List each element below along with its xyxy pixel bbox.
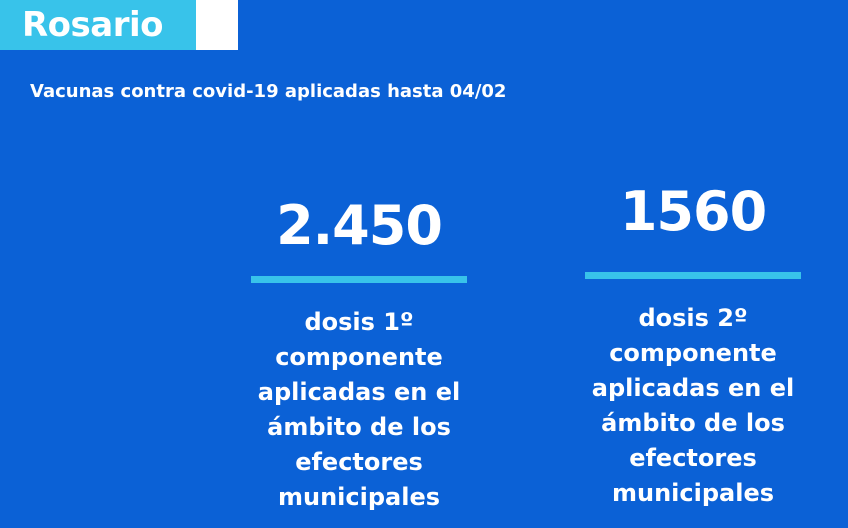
stat-value: 1560	[619, 180, 767, 243]
city-tag: Rosario	[0, 0, 196, 50]
stat-description: dosis 1º componente aplicadas en el ámbi…	[257, 308, 461, 511]
stat-description: dosis 2º componente aplicadas en el ámbi…	[591, 304, 795, 507]
city-name: Rosario	[22, 5, 164, 45]
stat-first-dose: 2.450 dosis 1º componente aplicadas en e…	[244, 180, 474, 515]
subtitle: Vacunas contra covid-19 aplicadas hasta …	[30, 81, 507, 102]
tag-white-block	[196, 0, 238, 50]
stat-second-dose: 1560 dosis 2º componente aplicadas en el…	[578, 180, 808, 511]
stat-divider	[585, 272, 801, 279]
stat-divider	[251, 276, 467, 283]
stat-value: 2.450	[276, 194, 443, 257]
